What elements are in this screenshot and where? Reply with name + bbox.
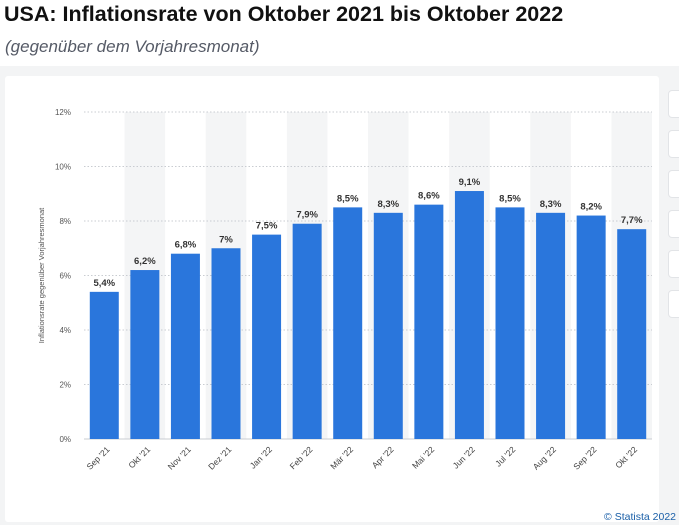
y-tick-label: 2%	[59, 381, 71, 390]
page-subtitle: (gegenüber dem Vorjahresmonat)	[5, 37, 260, 56]
x-tick-label: Dez '21	[206, 444, 233, 471]
bar	[252, 234, 282, 439]
y-tick-label: 10%	[55, 163, 71, 172]
data-label: 8,3%	[377, 199, 399, 210]
data-label: 8,2%	[580, 202, 602, 213]
x-tick-label: Mai '22	[410, 444, 436, 470]
bar	[454, 191, 484, 439]
data-label: 7,9%	[296, 210, 318, 221]
bar	[576, 215, 606, 439]
side-tool-button-6[interactable]	[668, 290, 679, 318]
y-tick-label: 12%	[55, 108, 71, 117]
x-tick-label: Nov '21	[166, 444, 193, 471]
data-label: 6,8%	[175, 240, 197, 251]
side-tool-button-3[interactable]	[668, 170, 679, 198]
x-tick-label: Feb '22	[288, 444, 315, 471]
bar	[333, 207, 363, 439]
x-tick-label: Sep '22	[571, 444, 598, 471]
side-tool-button-5[interactable]	[668, 250, 679, 278]
data-label: 5,4%	[93, 278, 115, 289]
x-tick-label: Sep '21	[84, 444, 111, 471]
data-label: 7,7%	[621, 215, 643, 226]
data-label: 8,3%	[540, 199, 562, 210]
y-tick-label: 8%	[59, 217, 71, 226]
bar	[130, 270, 160, 439]
x-tick-label: Mär '22	[328, 444, 355, 471]
x-tick-label: Aug '22	[531, 444, 558, 471]
bar	[495, 207, 525, 439]
x-tick-label: Jun '22	[451, 444, 477, 470]
bar	[211, 248, 241, 439]
y-axis-label: Inflationsrate gegenüber Vorjahresmonat	[37, 207, 46, 343]
side-tool-button-2[interactable]	[668, 130, 679, 158]
data-label: 8,5%	[499, 193, 521, 204]
side-tool-button-1[interactable]	[668, 90, 679, 118]
y-tick-label: 6%	[59, 272, 71, 281]
data-label: 8,6%	[418, 191, 440, 202]
data-label: 8,5%	[337, 193, 359, 204]
bar	[292, 223, 322, 439]
bar	[617, 229, 647, 439]
x-tick-label: Okt '21	[126, 444, 152, 470]
data-label: 9,1%	[459, 177, 481, 188]
data-label: 6,2%	[134, 256, 156, 267]
copyright-link[interactable]: © Statista 2022	[604, 511, 676, 523]
bar	[536, 212, 566, 439]
x-tick-label: Jul '22	[493, 444, 517, 468]
bar	[89, 291, 119, 439]
x-tick-label: Okt '22	[613, 444, 639, 470]
x-tick-label: Apr '22	[370, 444, 396, 470]
bar	[373, 212, 403, 439]
y-tick-label: 4%	[59, 326, 71, 335]
page-title: USA: Inflationsrate von Oktober 2021 bis…	[4, 2, 564, 26]
data-label: 7,5%	[256, 221, 278, 232]
data-label: 7%	[219, 234, 233, 245]
y-tick-label: 0%	[59, 435, 71, 444]
bar	[414, 204, 444, 439]
x-tick-label: Jan '22	[248, 444, 274, 470]
bar	[170, 253, 200, 439]
side-tool-button-4[interactable]	[668, 210, 679, 238]
